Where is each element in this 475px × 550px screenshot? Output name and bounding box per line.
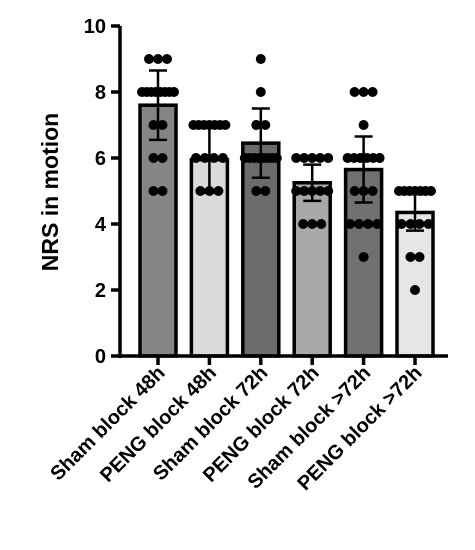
data-point-3-4 [323,153,334,163]
data-point-4-9 [374,153,385,163]
data-point-3-2 [307,153,318,163]
data-point-2-3 [260,120,271,130]
data-point-3-11 [307,219,318,229]
data-point-5-11 [405,252,416,262]
data-point-5-6 [426,186,436,196]
data-point-4-15 [363,219,374,229]
y-tick-label-4: 8 [95,82,106,104]
data-point-5-13 [410,285,420,295]
data-point-2-1 [255,87,266,97]
data-point-0-12 [157,120,168,130]
data-point-2-0 [255,54,266,64]
bar-group-0 [137,54,179,358]
data-point-2-13 [260,186,271,196]
bars [137,54,436,358]
data-point-0-10 [169,87,179,97]
y-axis-label: NRS in motion [37,113,63,271]
data-point-0-11 [148,120,159,130]
data-point-4-3 [358,120,369,130]
data-point-4-16 [372,219,383,229]
y-tick-label-1: 2 [95,280,106,302]
bar-0 [138,103,178,358]
data-point-3-6 [299,186,310,196]
y-tick-label-2: 4 [95,214,107,236]
data-point-0-2 [162,54,172,64]
bar-group-2 [239,54,282,358]
data-point-0-16 [157,186,168,196]
bar-group-1 [188,120,231,358]
data-point-4-12 [367,186,378,196]
data-point-4-2 [367,87,378,97]
data-point-1-7 [190,153,201,163]
data-point-3-12 [316,219,327,229]
y-axis: 0 2 4 6 8 10 [84,16,122,368]
data-point-4-13 [345,219,356,229]
data-point-0-0 [144,54,154,64]
bar-group-3 [291,153,334,358]
data-point-4-14 [354,219,365,229]
data-point-3-10 [298,219,309,229]
data-point-0-14 [157,153,168,163]
data-point-3-1 [299,153,310,163]
data-point-5-7 [396,219,407,229]
data-point-2-12 [251,186,262,196]
data-point-5-10 [423,219,434,229]
data-point-3-8 [315,186,326,196]
data-point-0-13 [148,153,159,163]
data-point-3-9 [323,186,334,196]
data-point-1-8 [199,153,210,163]
data-point-5-9 [414,219,425,229]
y-tick-label-0: 0 [95,346,106,368]
data-point-4-0 [349,87,360,97]
data-point-0-1 [153,54,163,64]
data-point-3-5 [291,186,302,196]
bar-group-5 [394,186,436,358]
y-tick-label-5: 10 [84,16,106,38]
data-point-1-9 [208,153,219,163]
data-point-1-13 [213,186,224,196]
data-point-4-10 [349,186,360,196]
data-point-0-15 [148,186,159,196]
data-point-3-3 [315,153,326,163]
data-point-4-1 [358,87,369,97]
data-point-5-8 [405,219,416,229]
bar-group-4 [342,87,385,358]
bar-3 [292,181,332,358]
data-point-2-11 [271,153,282,163]
data-point-4-17 [358,252,369,262]
data-point-1-11 [195,186,206,196]
data-point-1-10 [217,153,228,163]
data-point-5-12 [414,252,425,262]
data-point-3-0 [291,153,302,163]
bar-5 [395,210,435,358]
y-tick-label-3: 6 [95,148,106,170]
data-point-1-6 [220,120,231,130]
data-point-2-2 [251,120,262,130]
